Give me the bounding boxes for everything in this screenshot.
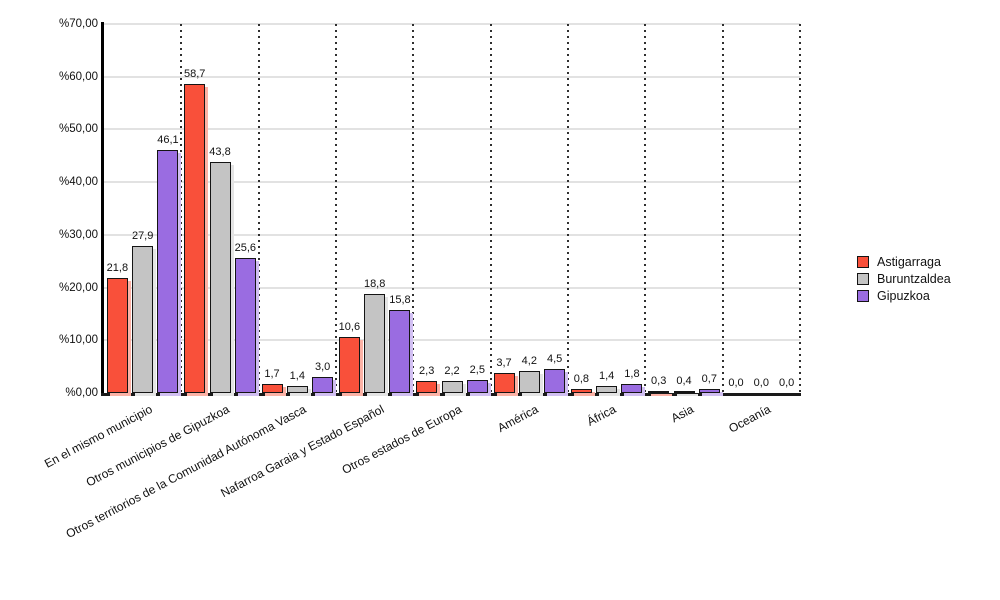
x-axis-line (101, 393, 801, 396)
y-tick-label: %30,00 (58, 228, 98, 241)
bar-buruntzaldea (673, 390, 695, 393)
bar-value-label: 25,6 (234, 242, 257, 255)
y-tick-label: %0,00 (65, 387, 98, 399)
y-gridline (104, 23, 800, 25)
legend-item-buruntzaldea: Buruntzaldea (857, 272, 951, 286)
x-category-label: Oceanía (726, 402, 773, 436)
legend-item-gipuzkoa: Gipuzkoa (857, 289, 951, 303)
bar-value-label: 46,1 (157, 133, 179, 146)
bar-gipuzkoa (389, 309, 411, 393)
bar-value-label: 4,2 (521, 354, 537, 367)
bar-value-label: 0,0 (728, 377, 744, 389)
legend-swatch-icon (857, 273, 869, 285)
category-separator (335, 24, 337, 393)
y-gridline (104, 75, 800, 78)
y-gridline (104, 233, 800, 236)
bar-buruntzaldea (132, 245, 154, 393)
y-gridline (104, 128, 800, 131)
bar-value-label: 3,0 (314, 361, 331, 374)
bar-value-label: 2,5 (469, 363, 485, 376)
category-separator (180, 24, 183, 393)
category-separator (567, 24, 569, 393)
legend-label: Astigarraga (877, 255, 941, 269)
y-axis-line (101, 22, 104, 395)
bar-value-label: 0,0 (778, 377, 795, 389)
bar-value-label: 18,8 (363, 277, 386, 290)
bar-value-label: 0,4 (676, 374, 692, 387)
bar-astigarraga (106, 278, 128, 393)
bar-buruntzaldea (286, 385, 308, 393)
bar-value-label: 1,7 (264, 368, 280, 381)
bar-value-label: 0,0 (753, 377, 769, 389)
legend-label: Buruntzaldea (877, 272, 951, 286)
legend-item-astigarraga: Astigarraga (857, 255, 951, 269)
bar-astigarraga (570, 388, 592, 393)
bar-astigarraga (338, 337, 360, 393)
bar-astigarraga (416, 380, 438, 393)
bar-value-label: 2,3 (419, 364, 435, 377)
x-category-label: Otros municipios de Gipuzkoa (83, 402, 232, 490)
bar-astigarraga (261, 384, 283, 393)
bar-buruntzaldea (209, 162, 231, 393)
y-tick-label: %70,00 (58, 18, 98, 30)
bar-buruntzaldea (596, 385, 618, 393)
y-gridline (104, 286, 800, 289)
category-separator (412, 24, 415, 393)
legend-swatch-icon (857, 290, 869, 302)
legend-swatch-icon (857, 256, 869, 268)
bar-value-label: 43,8 (209, 146, 231, 159)
y-gridline (104, 181, 800, 184)
category-separator (644, 24, 647, 393)
bar-gipuzkoa (234, 258, 256, 393)
bar-buruntzaldea (364, 293, 386, 393)
bar-value-label: 10,6 (338, 321, 361, 334)
bar-value-label: 2,2 (444, 365, 460, 378)
bar-value-label: 3,7 (496, 357, 512, 370)
y-tick-label: %50,00 (58, 123, 98, 136)
bar-gipuzkoa (312, 377, 334, 393)
category-separator (721, 24, 724, 393)
bar-value-label: 1,4 (599, 369, 615, 382)
y-tick-label: %60,00 (58, 70, 98, 83)
bar-value-label: 4,5 (546, 353, 563, 366)
bar-value-label: 0,7 (701, 373, 717, 386)
category-separator (257, 24, 260, 393)
bar-gipuzkoa (157, 149, 179, 393)
bar-value-label: 0,3 (651, 375, 667, 387)
y-gridline (104, 339, 800, 342)
bar-value-label: 1,8 (624, 367, 640, 380)
bar-gipuzkoa (466, 379, 488, 393)
bar-buruntzaldea (441, 381, 463, 393)
legend-label: Gipuzkoa (877, 289, 930, 303)
x-category-label: América (495, 402, 541, 436)
category-separator (799, 24, 801, 393)
legend: Astigarraga Buruntzaldea Gipuzkoa (857, 255, 951, 306)
bar-astigarraga (184, 83, 206, 393)
bar-gipuzkoa (698, 389, 720, 393)
bar-gipuzkoa (621, 383, 643, 393)
bar-astigarraga (648, 391, 670, 393)
bar-value-label: 58,7 (183, 67, 206, 80)
bar-gipuzkoa (544, 369, 566, 393)
y-tick-label: %40,00 (58, 176, 98, 189)
y-tick-label: %10,00 (58, 334, 98, 347)
bar-buruntzaldea (518, 370, 540, 393)
bar-value-label: 1,4 (289, 369, 305, 382)
bar-value-label: 21,8 (106, 262, 129, 275)
x-category-label: África (584, 402, 619, 429)
bar-value-label: 0,8 (573, 372, 590, 385)
bar-value-label: 27,9 (131, 229, 154, 242)
x-category-label: Asia (668, 402, 696, 426)
category-separator (489, 24, 492, 393)
y-tick-label: %20,00 (58, 281, 98, 294)
bar-value-label: 15,8 (389, 293, 411, 306)
bar-astigarraga (493, 373, 515, 393)
